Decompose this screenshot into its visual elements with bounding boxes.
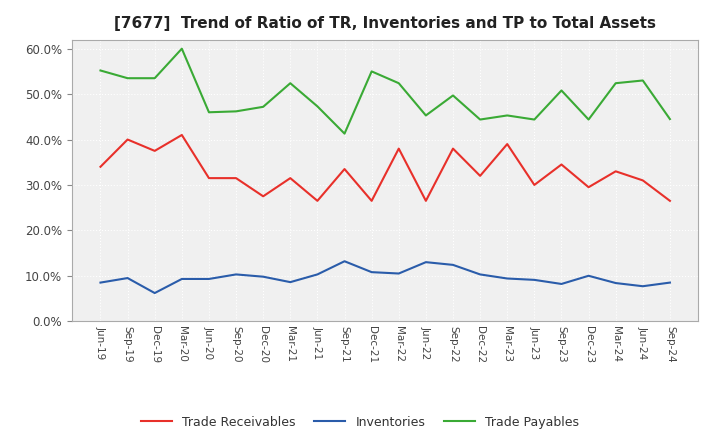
Trade Payables: [178, 46, 186, 51]
Trade Payables: [611, 81, 620, 86]
Inventories: [150, 290, 159, 296]
Title: [7677]  Trend of Ratio of TR, Inventories and TP to Total Assets: [7677] Trend of Ratio of TR, Inventories…: [114, 16, 656, 32]
Line: Trade Receivables: Trade Receivables: [101, 135, 670, 201]
Inventories: [530, 277, 539, 282]
Inventories: [503, 276, 511, 281]
Line: Inventories: Inventories: [101, 261, 670, 293]
Inventories: [449, 262, 457, 268]
Trade Receivables: [150, 148, 159, 154]
Inventories: [286, 279, 294, 285]
Trade Payables: [259, 104, 268, 110]
Trade Payables: [503, 113, 511, 118]
Trade Payables: [286, 81, 294, 86]
Trade Receivables: [421, 198, 430, 203]
Inventories: [639, 284, 647, 289]
Trade Receivables: [367, 198, 376, 203]
Trade Receivables: [584, 184, 593, 190]
Trade Payables: [476, 117, 485, 122]
Trade Payables: [204, 110, 213, 115]
Trade Receivables: [611, 169, 620, 174]
Trade Receivables: [341, 166, 349, 172]
Trade Payables: [421, 113, 430, 118]
Trade Payables: [341, 131, 349, 136]
Trade Receivables: [503, 141, 511, 147]
Trade Receivables: [639, 178, 647, 183]
Trade Payables: [530, 117, 539, 122]
Trade Receivables: [204, 176, 213, 181]
Line: Trade Payables: Trade Payables: [101, 49, 670, 134]
Inventories: [313, 272, 322, 277]
Trade Payables: [449, 93, 457, 98]
Trade Receivables: [313, 198, 322, 203]
Trade Receivables: [286, 176, 294, 181]
Trade Payables: [395, 81, 403, 86]
Trade Payables: [665, 117, 674, 122]
Trade Receivables: [178, 132, 186, 138]
Inventories: [232, 272, 240, 277]
Trade Payables: [123, 76, 132, 81]
Inventories: [611, 280, 620, 286]
Trade Receivables: [449, 146, 457, 151]
Trade Payables: [96, 68, 105, 73]
Trade Receivables: [395, 146, 403, 151]
Inventories: [204, 276, 213, 282]
Inventories: [557, 281, 566, 286]
Trade Payables: [557, 88, 566, 93]
Trade Payables: [232, 109, 240, 114]
Inventories: [341, 259, 349, 264]
Trade Payables: [150, 76, 159, 81]
Trade Payables: [639, 78, 647, 83]
Inventories: [367, 270, 376, 275]
Inventories: [421, 260, 430, 265]
Trade Receivables: [96, 164, 105, 169]
Trade Receivables: [530, 182, 539, 187]
Inventories: [123, 275, 132, 281]
Trade Receivables: [665, 198, 674, 203]
Inventories: [584, 273, 593, 279]
Trade Receivables: [123, 137, 132, 142]
Trade Receivables: [232, 176, 240, 181]
Legend: Trade Receivables, Inventories, Trade Payables: Trade Receivables, Inventories, Trade Pa…: [135, 411, 585, 434]
Trade Payables: [313, 104, 322, 109]
Inventories: [665, 280, 674, 285]
Trade Receivables: [557, 162, 566, 167]
Inventories: [395, 271, 403, 276]
Trade Receivables: [476, 173, 485, 179]
Inventories: [476, 272, 485, 277]
Inventories: [96, 280, 105, 285]
Trade Payables: [584, 117, 593, 122]
Inventories: [178, 276, 186, 282]
Trade Payables: [367, 69, 376, 74]
Inventories: [259, 274, 268, 279]
Trade Receivables: [259, 194, 268, 199]
